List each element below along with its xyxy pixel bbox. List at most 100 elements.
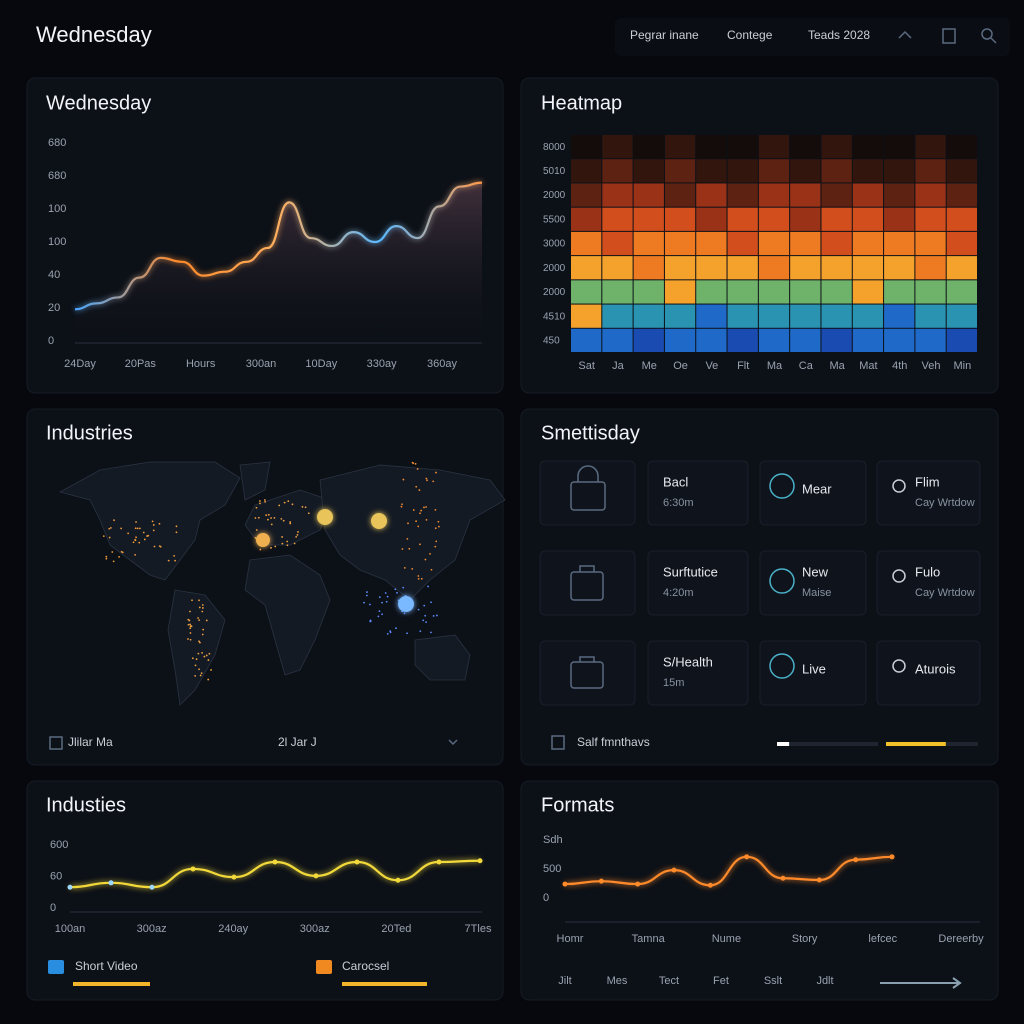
point: [67, 884, 73, 890]
arrow: [880, 977, 962, 989]
city-light: [270, 546, 272, 549]
heat-cell: [602, 256, 633, 280]
heat-cell: [790, 183, 821, 207]
point: [272, 859, 278, 865]
nav-bar: [615, 18, 1010, 56]
city-light: [297, 531, 299, 533]
map-footer: Jlilar Ma: [68, 735, 113, 749]
search-icon[interactable]: [990, 37, 997, 44]
heat-cell: [633, 231, 664, 256]
search-icon[interactable]: [981, 28, 993, 40]
city-light: [105, 557, 108, 560]
heat-cell: [821, 280, 852, 304]
nav-item[interactable]: Contege: [727, 28, 773, 42]
heat-cell: [821, 256, 852, 280]
city-light: [158, 545, 161, 548]
heat-cell: [852, 183, 884, 207]
progress-fill: [886, 742, 946, 746]
x-label: Nume: [712, 933, 741, 945]
heat-cell: [758, 183, 790, 207]
city-light: [113, 519, 115, 522]
nav-item[interactable]: Teads 2028: [808, 28, 870, 42]
y-label: 3000: [543, 239, 566, 250]
point: [671, 867, 677, 873]
city-light: [286, 540, 289, 543]
city-light: [420, 577, 423, 580]
tile[interactable]: [647, 460, 749, 526]
tile-icon: [769, 568, 795, 594]
point: [853, 857, 859, 863]
x-label: Min: [953, 360, 971, 372]
tile[interactable]: [759, 460, 867, 526]
area: [75, 182, 482, 341]
heat-cell: [602, 159, 633, 183]
city-light: [109, 526, 112, 529]
heat-cell: [790, 280, 821, 304]
tile-label: Fulo: [915, 564, 940, 579]
city-light: [282, 519, 285, 522]
x-label: 10Day: [305, 358, 337, 370]
city-light: [102, 535, 105, 538]
city-light: [425, 621, 427, 624]
legend-label[interactable]: Carocsel: [342, 959, 389, 973]
heat-cell: [571, 207, 602, 231]
city-light: [173, 554, 176, 557]
city-light: [135, 521, 137, 523]
city-light: [200, 672, 203, 674]
heat-cell: [790, 207, 821, 231]
dropdown-icon[interactable]: [448, 739, 458, 746]
city-light: [111, 551, 114, 553]
city-light: [201, 610, 204, 613]
tile[interactable]: [876, 460, 981, 526]
tile[interactable]: [759, 550, 867, 616]
legend-swatch[interactable]: [48, 960, 64, 974]
card: [26, 780, 504, 1001]
tile[interactable]: [876, 640, 981, 706]
city-light: [401, 548, 404, 550]
city-light: [423, 506, 425, 509]
heat-cell: [696, 256, 727, 280]
point: [313, 873, 319, 879]
y-label: 0: [48, 335, 54, 347]
legend-swatch[interactable]: [316, 960, 332, 974]
nav-icon[interactable]: [898, 30, 912, 39]
legend-label[interactable]: Short Video: [75, 959, 138, 973]
tile-icon: [892, 569, 906, 583]
city-light: [389, 630, 392, 633]
city-light: [396, 591, 398, 594]
city-light: [287, 500, 290, 503]
city-light: [280, 517, 283, 520]
city-light: [403, 566, 406, 569]
x-label: Ca: [799, 360, 814, 372]
tile[interactable]: [759, 640, 867, 706]
heat-cell: [633, 328, 664, 352]
heat-cell: [571, 328, 602, 352]
card-title: Heatmap: [541, 92, 622, 114]
heat-cell: [884, 304, 915, 328]
city-light: [419, 630, 422, 633]
tile[interactable]: [647, 550, 749, 616]
nav-item[interactable]: Pegrar inane: [630, 28, 699, 42]
x-label: Flt: [737, 360, 749, 372]
heat-cell: [884, 256, 915, 280]
point: [598, 878, 604, 884]
heat-cell: [696, 304, 727, 328]
nav-icon[interactable]: [942, 28, 956, 44]
heat-cell: [633, 256, 664, 280]
heat-cell: [571, 183, 602, 207]
heat-cell: [946, 328, 977, 352]
y-label: 100: [48, 236, 66, 248]
y-label: 40: [48, 269, 60, 281]
card-title: Industries: [46, 422, 133, 444]
heat-cell: [790, 304, 821, 328]
city-light: [386, 595, 389, 598]
tile[interactable]: [647, 640, 749, 706]
y-label: 0: [50, 902, 56, 914]
heat-cell: [727, 304, 758, 328]
heat-cell: [915, 280, 946, 304]
heat-cell: [821, 135, 852, 159]
x-label: 360ay: [427, 358, 457, 370]
city-light: [395, 627, 397, 630]
tile[interactable]: [876, 550, 981, 616]
